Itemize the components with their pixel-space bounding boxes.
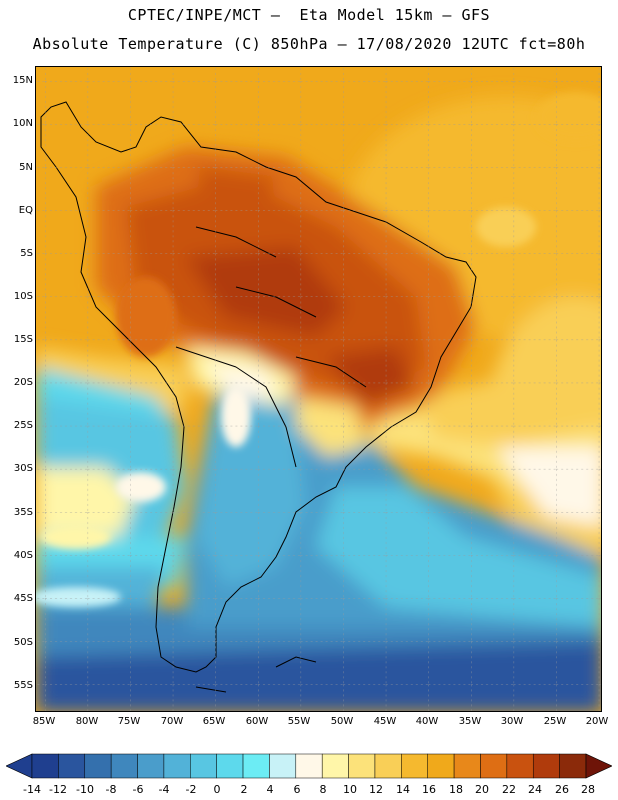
lat-label: 10S <box>13 291 33 302</box>
lat-label: 40S <box>13 550 33 561</box>
lat-label: 15S <box>13 334 33 345</box>
colorbar-label: -12 <box>49 783 67 796</box>
lon-label: 20W <box>585 716 609 727</box>
lon-label: 45W <box>373 716 397 727</box>
colorbar-swatch <box>269 753 297 779</box>
lon-label: 30W <box>500 716 524 727</box>
colorbar-label: 8 <box>319 783 327 796</box>
colorbar-label: -4 <box>158 783 170 796</box>
colorbar-label: 18 <box>449 783 463 796</box>
colorbar-label: 0 <box>213 783 221 796</box>
colorbar-swatch <box>559 753 587 779</box>
lat-label: 35S <box>13 507 33 518</box>
colorbar-swatch <box>110 753 138 779</box>
lat-label: 10N <box>12 118 33 129</box>
colorbar-label: -2 <box>185 783 197 796</box>
colorbar-label: 22 <box>502 783 516 796</box>
colorbar-swatch <box>401 753 428 779</box>
colorbar-swatch <box>84 753 112 779</box>
colorbar-swatch <box>216 753 244 779</box>
colorbar-swatch <box>453 753 481 779</box>
chart-title-line1: CPTEC/INPE/MCT – Eta Model 15km – GFS <box>127 6 491 24</box>
lon-label: 40W <box>415 716 439 727</box>
lon-label: 80W <box>75 716 99 727</box>
colorbar-label: 6 <box>293 783 301 796</box>
colorbar-swatch <box>427 753 455 779</box>
lon-label: 55W <box>287 716 311 727</box>
lat-label: 20S <box>13 377 33 388</box>
lon-label: 65W <box>202 716 226 727</box>
colorbar-label: 14 <box>396 783 410 796</box>
temperature-map <box>35 66 602 712</box>
colorbar-label: 16 <box>422 783 436 796</box>
colorbar-swatch <box>58 753 86 779</box>
colorbar-label: -10 <box>76 783 94 796</box>
colorbar-min-arrow <box>6 753 33 779</box>
colorbar-swatch <box>480 753 508 779</box>
colorbar-label: 10 <box>343 783 357 796</box>
chart-title-line2: Absolute Temperature (C) 850hPa – 17/08/… <box>32 35 586 53</box>
lat-label: 5N <box>19 162 33 173</box>
lon-label: 35W <box>458 716 482 727</box>
colorbar-swatch <box>242 753 270 779</box>
lon-label: 25W <box>543 716 567 727</box>
colorbar-swatch <box>506 753 534 779</box>
lat-label: 25S <box>13 420 33 431</box>
colorbar-swatch <box>163 753 191 779</box>
lat-label: 55S <box>13 680 33 691</box>
lon-label: 70W <box>160 716 184 727</box>
lat-label: 50S <box>13 637 33 648</box>
colorbar-label: 12 <box>369 783 383 796</box>
colorbar-label: 2 <box>240 783 248 796</box>
colorbar-label: -8 <box>105 783 117 796</box>
colorbar-swatch <box>295 753 323 779</box>
lat-label: 15N <box>12 75 33 86</box>
map-field <box>36 67 601 711</box>
colorbar-swatch <box>374 753 402 779</box>
lat-label: 5S <box>20 248 33 259</box>
colorbar-swatch <box>532 753 560 779</box>
graticule <box>36 67 601 711</box>
lon-label: 75W <box>117 716 141 727</box>
lat-label: 30S <box>13 463 33 474</box>
colorbar-swatch <box>31 753 59 779</box>
colorbar-swatch <box>137 753 165 779</box>
lon-label: 85W <box>32 716 56 727</box>
colorbar-swatch <box>348 753 376 779</box>
colorbar-label: -6 <box>132 783 144 796</box>
lat-label: EQ <box>18 205 33 216</box>
lat-label: 45S <box>13 593 33 604</box>
lon-label: 50W <box>330 716 354 727</box>
colorbar-swatch <box>321 753 349 779</box>
colorbar-label: 28 <box>581 783 595 796</box>
colorbar-label: -14 <box>23 783 41 796</box>
colorbar <box>6 753 612 779</box>
colorbar-max-arrow <box>585 753 612 779</box>
colorbar-label: 24 <box>528 783 542 796</box>
lon-label: 60W <box>245 716 269 727</box>
colorbar-label: 26 <box>555 783 569 796</box>
colorbar-swatch <box>190 753 217 779</box>
colorbar-label: 20 <box>475 783 489 796</box>
colorbar-swatches <box>31 753 587 779</box>
colorbar-label: 4 <box>266 783 274 796</box>
